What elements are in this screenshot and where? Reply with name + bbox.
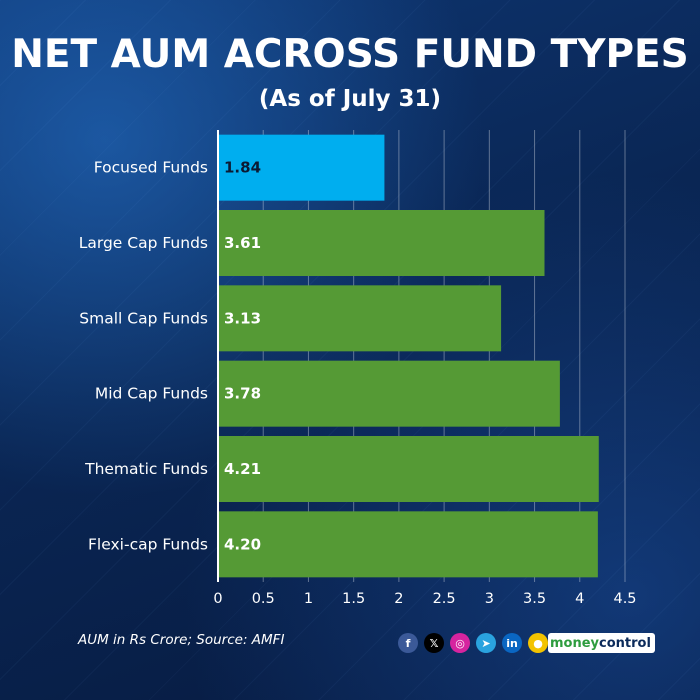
bars	[219, 134, 599, 578]
x-tick-label: 3	[485, 591, 494, 607]
brand-control: control	[599, 635, 651, 651]
bar-focused-funds	[219, 134, 385, 201]
category-label: Thematic Funds	[84, 460, 208, 478]
chart-subtitle: (As of July 31)	[258, 86, 442, 112]
value-label: 1.84	[224, 159, 261, 177]
category-label: Mid Cap Funds	[95, 385, 208, 403]
x-tick-label: 1	[304, 591, 313, 607]
chart-title: NET AUM ACROSS FUND TYPES	[11, 32, 689, 77]
x-tick-label: 1.5	[342, 591, 365, 607]
koo-icon[interactable]: ●	[528, 633, 548, 653]
bar-large-cap-funds	[219, 210, 545, 276]
bar-flexi-cap-funds	[219, 511, 598, 578]
x-tick-label: 4	[575, 591, 584, 607]
labels: 0 0.5 1 1.5 2 2.5 3 3.5 4 4.5 Focused Funds 1.84 Lar…	[79, 159, 637, 607]
bar-thematic-funds	[219, 436, 599, 502]
telegram-icon[interactable]: ➤	[476, 633, 496, 653]
bar-mid-cap-funds	[219, 360, 560, 427]
x-tick-label: 4.5	[613, 591, 636, 607]
facebook-icon[interactable]: f	[398, 633, 418, 653]
x-icon[interactable]: 𝕏	[424, 633, 444, 653]
brand-logo: money control	[548, 633, 655, 653]
brand-money: money	[550, 635, 600, 651]
x-tick-label: 0	[213, 591, 222, 607]
category-label: Large Cap Funds	[79, 234, 208, 252]
category-label: Small Cap Funds	[79, 309, 208, 327]
x-tick-label: 2.5	[433, 591, 456, 607]
value-label: 3.78	[224, 385, 261, 403]
category-label: Focused Funds	[94, 159, 208, 177]
category-label: Flexi-cap Funds	[88, 535, 208, 553]
value-label: 3.13	[224, 309, 261, 327]
bar-small-cap-funds	[219, 285, 502, 352]
social-icons: f 𝕏 ◎ ➤ in ●	[398, 633, 548, 653]
value-label: 4.21	[224, 460, 261, 478]
x-tick-label: 3.5	[523, 591, 546, 607]
value-label: 4.20	[224, 535, 261, 553]
value-label: 3.61	[224, 234, 261, 252]
linkedin-icon[interactable]: in	[502, 633, 522, 653]
grid-lines	[217, 130, 626, 582]
x-tick-label: 0.5	[252, 591, 275, 607]
instagram-icon[interactable]: ◎	[450, 633, 470, 653]
source-note: AUM in Rs Crore; Source: AMFI	[78, 632, 285, 648]
x-tick-label: 2	[394, 591, 403, 607]
